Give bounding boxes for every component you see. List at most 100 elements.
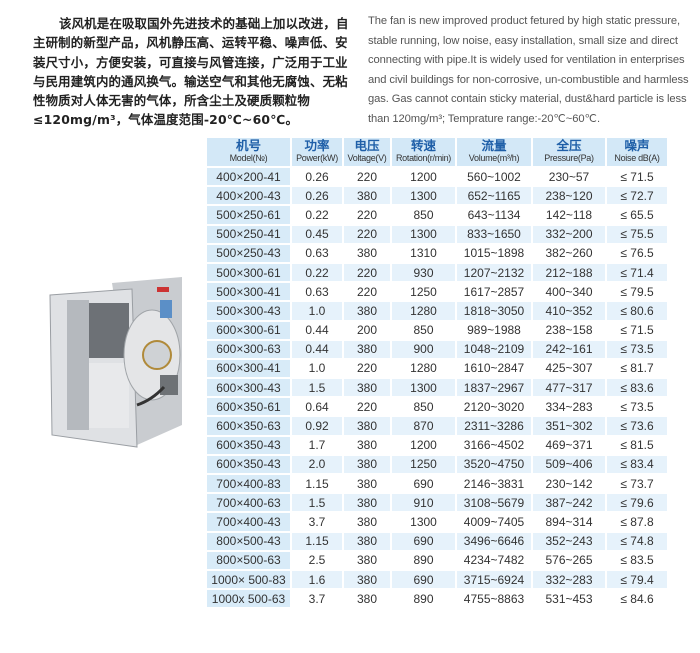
table-cell: 1837~2967 (457, 379, 531, 397)
table-row: 500×250-41 0.45 220 1300 833~1650 332~200 ≤ 75… (207, 225, 667, 243)
model-cell: 1000x 500-63 (207, 590, 290, 608)
table-cell: 560~1002 (467, 169, 521, 184)
table-cell: 1.5 (292, 379, 342, 397)
table-cell: 242~161 (533, 340, 605, 358)
model-cell: 400×200-43 (207, 187, 290, 205)
table-row: 700×400-63 1.5 380 910 3108~5679 387~242 ≤ 79.… (207, 494, 667, 512)
model-cell: 800×500-63 (207, 551, 290, 569)
table-cell: 380 (344, 455, 390, 473)
table-cell: 833~1650 (457, 225, 531, 243)
table-row: 600×350-43 1.7 380 1200 3166~4502 469~371 ≤ 81… (207, 436, 667, 454)
table-cell: 1250 (410, 284, 437, 299)
description-chinese: 该风机是在吸取国外先进技术的基础上加以改进，自主研制的新型产品，风机静压高、运转… (33, 16, 349, 128)
table-cell: ≤ 84.6 (620, 591, 654, 606)
table-cell: ≤ 73.5 (607, 340, 667, 358)
model-cell: 800×500-43 (207, 532, 290, 550)
table-cell: 3.7 (308, 514, 326, 529)
table-cell: 410~352 (533, 302, 605, 320)
table-cell: 1300 (392, 379, 455, 397)
column-header: 噪声 Noise dB(A) (607, 138, 667, 166)
table-cell: 0.26 (305, 169, 329, 184)
model-cell: 600×300-61 (207, 321, 290, 339)
header-en: Pressure(Pa) (544, 153, 594, 163)
table-cell: ≤ 87.8 (620, 514, 654, 529)
table-cell: ≤ 81.5 (620, 438, 654, 453)
table-cell: ≤ 72.7 (607, 187, 667, 205)
table-cell: 1310 (410, 246, 437, 261)
header-zh: 功率 (304, 139, 330, 153)
header-en: Voltage(V) (347, 153, 387, 163)
table-cell: 1.0 (308, 361, 326, 376)
table-cell: 380 (356, 514, 378, 529)
table-cell: ≤ 80.6 (607, 302, 667, 320)
table-cell: 334~283 (545, 399, 593, 414)
model-cell: 500×250-43 (207, 244, 290, 262)
header-zh: 噪声 (624, 139, 650, 153)
table-cell: 930 (392, 263, 455, 282)
table-cell: 576~265 (545, 553, 593, 568)
model-cell: 500×300-41 (207, 283, 290, 301)
table-cell: 0.63 (305, 284, 329, 299)
header-en: Rotation(r/min) (395, 153, 451, 163)
table-row: 700×400-43 3.7 380 1300 4009~7405 894~314 ≤ 87… (207, 513, 667, 531)
header-zh: 全压 (556, 139, 582, 153)
table-cell: 1300 (392, 225, 455, 243)
table-cell: 220 (356, 207, 378, 222)
header-zh: 转速 (410, 139, 436, 153)
table-cell: 850 (413, 399, 434, 414)
table-row: 500×250-61 0.22 220 850 643~1134 142~118 ≤ 65.… (207, 206, 667, 224)
header-zh: 机号 (235, 139, 261, 153)
table-row: 600×350-63 0.92 380 870 2311~3286 351~302 ≤ 73… (207, 417, 667, 435)
table-cell: 4009~7405 (463, 514, 525, 529)
table-cell: 531~453 (545, 591, 593, 606)
table-cell: 380 (344, 379, 390, 397)
table-cell: 1300 (410, 514, 437, 529)
table-cell: 0.45 (292, 225, 342, 243)
table-cell: 1200 (410, 438, 437, 453)
table-cell: 380 (344, 494, 390, 512)
table-row: 600×300-43 1.5 380 1300 1837~2967 477~317 ≤ 83… (207, 379, 667, 397)
table-cell: 1.15 (305, 476, 329, 491)
table-cell: 2.5 (308, 553, 326, 568)
column-header: 电压 Voltage(V) (344, 138, 390, 166)
table-cell: 1818~3050 (457, 302, 531, 320)
table-cell: 0.26 (292, 187, 342, 205)
model-cell: 600×350-43 (207, 455, 290, 473)
table-cell: 509~406 (533, 455, 605, 473)
column-header: 转速 Rotation(r/min) (392, 138, 455, 166)
model-cell: 600×300-41 (207, 359, 290, 378)
table-cell: ≤ 71.5 (620, 169, 654, 184)
fan-product-image (49, 277, 182, 448)
table-cell: 1.0 (292, 302, 342, 320)
table-cell: 2120~3020 (463, 399, 525, 414)
model-cell: 600×300-63 (207, 340, 290, 358)
header-en: Noise dB(A) (614, 153, 660, 163)
table-cell: 220 (356, 169, 378, 184)
table-row: 800×500-43 1.15 380 690 3496~6646 352~243 ≤ 74… (207, 532, 667, 550)
table-cell: ≤ 73.5 (620, 399, 654, 414)
table-cell: ≤ 83.5 (620, 553, 654, 568)
table-cell: 380 (344, 532, 390, 550)
table-cell: 0.92 (292, 417, 342, 435)
table-cell: 469~371 (545, 438, 593, 453)
table-cell: 2146~3831 (463, 476, 525, 491)
table-cell: 380 (356, 246, 378, 261)
table-cell: 1280 (392, 302, 455, 320)
table-row: 400×200-43 0.26 380 1300 652~1165 238~120 ≤ 72… (207, 187, 667, 205)
model-cell: 1000× 500-83 (207, 570, 290, 589)
table-cell: 1.6 (292, 570, 342, 589)
table-cell: 690 (413, 476, 434, 491)
table-cell: 910 (392, 494, 455, 512)
table-cell: 380 (344, 187, 390, 205)
column-header: 全压 Pressure(Pa) (533, 138, 605, 166)
table-cell: ≤ 71.5 (620, 323, 654, 338)
table-cell: ≤ 65.5 (620, 207, 654, 222)
table-cell: 643~1134 (467, 207, 521, 222)
table-row: 500×300-41 0.63 220 1250 1617~2857 400~340 ≤ 7… (207, 283, 667, 301)
specification-table: 机号 Model(№) 功率 Power(kW) 电压 Voltage(V) 转速 Rotat… (205, 136, 669, 609)
table-row: 600×300-63 0.44 380 900 1048~2109 242~161 ≤ 73… (207, 340, 667, 358)
model-cell: 500×250-61 (207, 206, 290, 224)
table-cell: 0.44 (292, 340, 342, 358)
table-cell: 1610~2847 (463, 361, 525, 376)
header-zh: 电压 (354, 139, 380, 153)
